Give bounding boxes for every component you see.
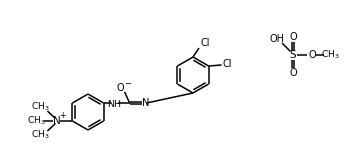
Text: CH$_3$: CH$_3$ <box>31 101 50 113</box>
Text: O: O <box>289 68 297 78</box>
Text: CH$_3$: CH$_3$ <box>27 115 46 127</box>
Text: Cl: Cl <box>200 38 210 48</box>
Text: N: N <box>142 98 150 108</box>
Text: S: S <box>290 50 296 60</box>
Text: Cl: Cl <box>223 59 232 69</box>
Text: N: N <box>52 116 60 126</box>
Text: O: O <box>308 50 316 60</box>
Text: NH: NH <box>107 100 122 109</box>
Text: −: − <box>124 79 131 89</box>
Text: CH$_3$: CH$_3$ <box>321 49 340 61</box>
Text: O: O <box>289 32 297 42</box>
Text: O: O <box>117 82 124 93</box>
Text: CH$_3$: CH$_3$ <box>31 129 50 141</box>
Text: +: + <box>59 112 65 121</box>
Text: OH: OH <box>270 34 285 43</box>
